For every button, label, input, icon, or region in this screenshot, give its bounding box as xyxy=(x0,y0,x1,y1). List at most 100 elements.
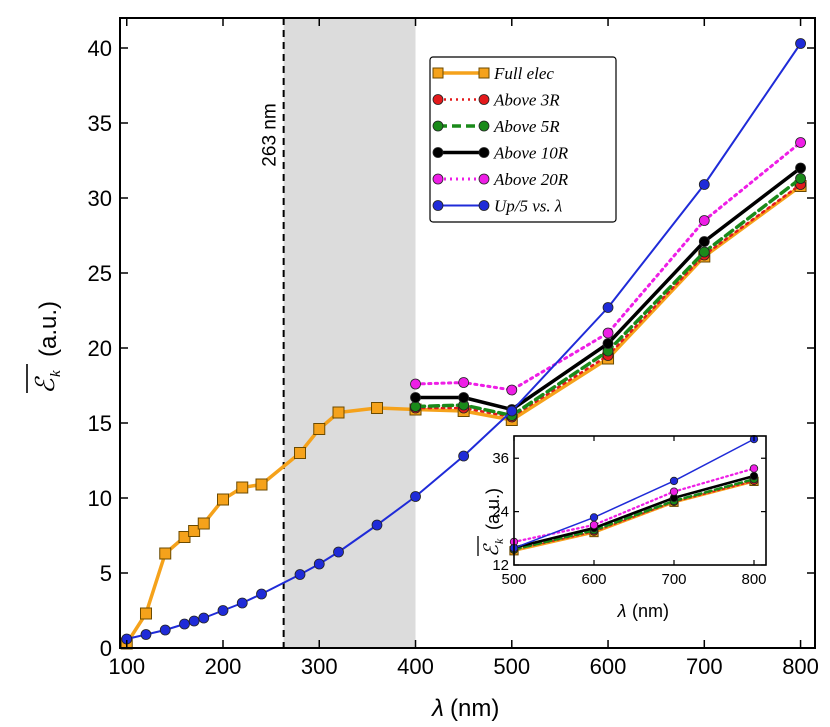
inset-y-axis-label: ℰ k (a.u.) xyxy=(477,488,506,557)
legend-box xyxy=(429,56,617,223)
y-label-unit: (a.u.) xyxy=(35,301,62,357)
main-marker-450 xyxy=(458,392,470,403)
main-marker-170 xyxy=(188,525,201,537)
main-marker-500 xyxy=(506,384,518,396)
main-ticks: 100 200 300 400 500 600 700 800 0 5 10 15 20 25 30 35 40 xyxy=(88,18,819,679)
x-tick-label-100: 100 xyxy=(108,654,145,679)
inset-chart: 500 600 700 800 12 24 36 λ (nm) ℰ k (a.u.) xyxy=(477,434,767,621)
main-marker-280 xyxy=(294,447,307,459)
legend-marker-1 xyxy=(478,147,490,158)
main-marker-450 xyxy=(458,450,470,462)
legend-marker-0 xyxy=(432,120,444,132)
main-marker-360 xyxy=(371,402,384,414)
main-marker-400 xyxy=(410,491,421,502)
main-marker-700 xyxy=(698,179,710,190)
main-marker-200 xyxy=(216,493,229,506)
main-marker-700 xyxy=(698,236,710,247)
y-tick-label-5: 5 xyxy=(100,561,112,586)
legend-label: Above 5R xyxy=(493,117,560,136)
inset-x-axis-label: λ (nm) xyxy=(617,601,669,621)
vline-label: 263 nm xyxy=(260,103,281,166)
main-marker-120 xyxy=(139,607,152,620)
main-marker-600 xyxy=(602,338,614,349)
y-tick-label-35: 35 xyxy=(88,111,112,136)
main-marker-180 xyxy=(198,612,210,624)
main-x-axis-label: λ (nm) xyxy=(430,695,499,722)
inset-marker-800 xyxy=(749,471,759,481)
main-marker-600 xyxy=(602,327,614,339)
main-marker-300 xyxy=(313,423,326,435)
main-marker-280 xyxy=(294,569,306,580)
inset-line xyxy=(513,438,755,549)
legend-entry-0: Full elec xyxy=(432,64,554,83)
legend-marker-0 xyxy=(432,200,444,211)
legend-items: Full elec Above 3R Above 5R Above 10R Above … xyxy=(432,64,569,216)
inset-marker-800 xyxy=(749,464,759,473)
inset-x-tick-label-700: 700 xyxy=(661,571,686,588)
inset-y-label-unit: (a.u.) xyxy=(483,488,503,530)
main-y-axis-label: ℰ k (a.u.) xyxy=(26,301,64,394)
y-tick-label-30: 30 xyxy=(88,186,112,211)
main-marker-700 xyxy=(698,246,710,258)
inset-series-group xyxy=(509,434,759,556)
legend-label: Full elec xyxy=(493,64,554,83)
main-marker-800 xyxy=(795,38,806,49)
main-marker-360 xyxy=(371,519,383,531)
inset-background xyxy=(514,436,766,565)
y-tick-label-40: 40 xyxy=(88,36,112,61)
legend-label: Above 20R xyxy=(493,170,569,189)
legend-label: Up/5 vs. λ xyxy=(494,197,562,216)
inset-ticks: 500 600 700 800 12 24 36 xyxy=(492,436,767,588)
main-marker-400 xyxy=(410,401,421,412)
legend-marker-0 xyxy=(432,147,444,158)
main-marker-320 xyxy=(332,406,345,419)
x-label-unit: (nm) xyxy=(450,695,499,722)
main-series-up-5-vs- xyxy=(121,38,806,645)
legend-entry-2: Above 5R xyxy=(432,117,560,136)
main-line xyxy=(414,141,803,392)
legend-marker-0 xyxy=(432,173,444,185)
main-marker-800 xyxy=(795,137,806,148)
main-marker-500 xyxy=(506,405,518,417)
inset-frame xyxy=(513,435,767,566)
main-plot-frame xyxy=(119,17,816,649)
main-marker-140 xyxy=(159,547,172,560)
y-tick-label-0: 0 xyxy=(100,636,112,661)
legend-marker-1 xyxy=(478,94,490,105)
main-marker-400 xyxy=(410,378,421,390)
y-label-subscript: k xyxy=(48,370,64,377)
y-tick-label-20: 20 xyxy=(88,336,112,361)
inset-marker-600 xyxy=(589,513,599,522)
main-marker-300 xyxy=(313,558,325,570)
inset-marker-700 xyxy=(669,487,679,496)
inset-marker-600 xyxy=(589,520,599,530)
inset-line xyxy=(513,479,755,551)
main-marker-120 xyxy=(140,629,152,640)
inset-x-label-lambda: λ xyxy=(617,601,627,621)
y-label-symbol: ℰ xyxy=(31,376,60,394)
main-marker-600 xyxy=(602,302,614,313)
main-marker-180 xyxy=(197,517,210,530)
main-marker-800 xyxy=(795,173,806,184)
x-tick-label-800: 800 xyxy=(782,654,819,679)
y-tick-label-25: 25 xyxy=(88,261,112,286)
main-marker-170 xyxy=(188,615,200,627)
inset-y-label-subscript: k xyxy=(492,538,506,544)
x-tick-label-400: 400 xyxy=(397,654,434,679)
y-tick-label-10: 10 xyxy=(88,486,112,511)
main-line xyxy=(413,166,803,412)
main-marker-140 xyxy=(159,624,171,636)
legend-entry-5: Up/5 vs. λ xyxy=(432,197,562,216)
main-marker-400 xyxy=(410,392,421,403)
x-tick-label-600: 600 xyxy=(590,654,627,679)
main-marker-200 xyxy=(217,605,229,616)
legend: Full elec Above 3R Above 5R Above 10R Above … xyxy=(429,56,617,223)
legend-marker-0 xyxy=(432,94,444,105)
main-marker-220 xyxy=(236,597,248,609)
main-line xyxy=(414,183,802,419)
y-tick-label-15: 15 xyxy=(88,411,112,436)
inset-line xyxy=(512,477,756,551)
legend-marker-1 xyxy=(478,120,490,132)
legend-entry-4: Above 20R xyxy=(432,170,569,189)
